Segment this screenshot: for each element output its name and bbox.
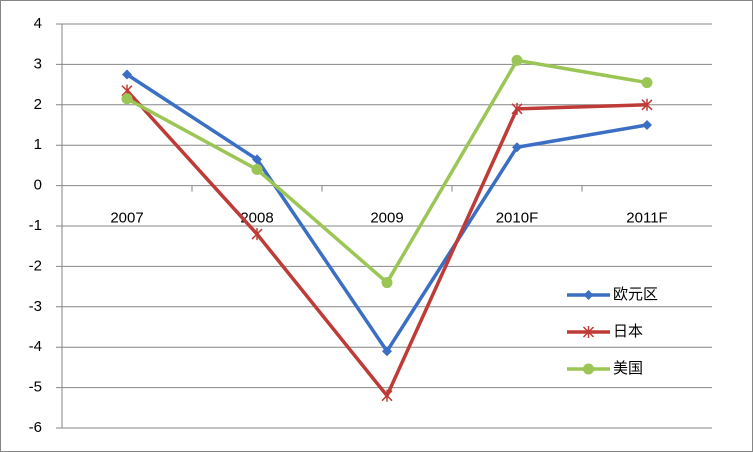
y-tick-label: 4: [34, 15, 42, 32]
marker: [512, 142, 522, 153]
marker: [583, 290, 594, 300]
x-tick-label: 2007: [110, 210, 143, 227]
x-tick-label: 2011F: [626, 210, 667, 227]
marker: [252, 154, 262, 165]
legend-label: 欧元区: [613, 286, 658, 303]
y-tick-label: 1: [34, 136, 42, 153]
marker: [511, 54, 523, 66]
marker: [642, 120, 652, 130]
marker: [511, 102, 523, 115]
y-tick-label: 3: [34, 55, 42, 72]
x-tick-label: 2010F: [496, 210, 539, 227]
marker: [583, 363, 594, 375]
legend-label: 美国: [613, 360, 643, 377]
x-tick-label: 2009: [370, 210, 403, 227]
y-tick-label: -2: [29, 257, 42, 274]
marker: [641, 98, 653, 111]
marker: [381, 389, 393, 402]
x-tick-label: 2008: [240, 210, 273, 227]
marker: [121, 93, 133, 105]
y-tick-label: -6: [29, 419, 42, 436]
marker: [122, 69, 132, 80]
marker: [381, 277, 393, 289]
legend-label: 日本: [613, 323, 643, 340]
y-tick-label: -5: [29, 379, 42, 396]
y-tick-label: -1: [29, 217, 42, 234]
y-tick-label: -3: [29, 298, 42, 315]
marker: [582, 326, 595, 338]
y-tick-label: 2: [34, 96, 42, 113]
marker: [251, 228, 263, 241]
y-tick-label: 0: [34, 177, 42, 194]
y-tick-label: -4: [29, 338, 42, 355]
marker: [251, 163, 263, 175]
marker: [641, 77, 653, 89]
marker: [382, 346, 392, 357]
